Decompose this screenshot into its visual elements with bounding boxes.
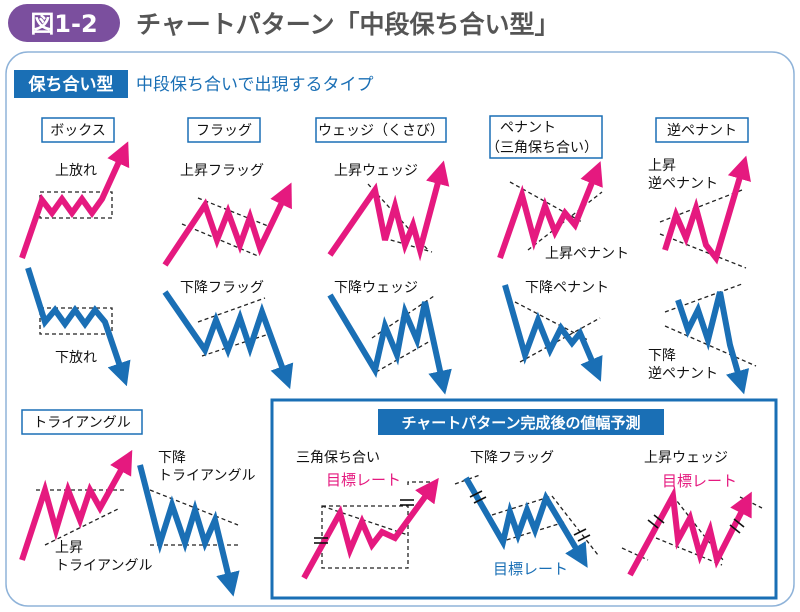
equal-mark [653, 514, 665, 524]
section-tag-label: 保ち合い型 [28, 74, 114, 95]
triangle-projection-line [301, 477, 439, 580]
breakout-up-label: 上放れ [55, 163, 97, 179]
descending-triangle-label-2: トライアングル [158, 468, 255, 484]
page-title: チャートパターン「中段保ち合い型」 [136, 10, 560, 39]
flag-projection-line [463, 476, 588, 568]
descending-triangle-label-1: 下降 [158, 450, 186, 466]
bull-flag-line [162, 182, 292, 267]
pattern-flag: フラッグ 上昇フラッグ 下降フラッグ [162, 117, 294, 390]
rising-wedge-label: 上昇ウェッジ [334, 163, 418, 179]
projection-panel: チャートパターン完成後の値幅予測 三角保ち合い 目標レート 下降フラッグ 目標レ… [270, 398, 778, 600]
rising-wedge-line [327, 160, 450, 262]
triangle-label-frame [21, 409, 143, 435]
rising-reverse-pennant-label-2: 逆ペナント [648, 176, 718, 192]
rising-reverse-pennant-label-1: 上昇 [648, 158, 676, 174]
equal-mark [473, 496, 487, 504]
wedge-label-frame [315, 117, 447, 143]
wedge-down-lower [375, 339, 433, 373]
rev-pennant-down-upper [664, 283, 743, 313]
falling-reverse-pennant-label-2: 逆ペナント [648, 366, 718, 382]
bear-flag-label: 下降フラッグ [180, 280, 264, 296]
breakout-down-label: 下放れ [55, 350, 97, 366]
wedge-projection-line [627, 486, 752, 577]
rev-pennant-down-lower [664, 325, 757, 367]
pennant-label-frame [489, 115, 603, 159]
figure-badge [8, 4, 120, 42]
section-tag [14, 70, 128, 98]
wedge-label: ウェッジ（くさび） [318, 123, 444, 139]
flag-target-guide [551, 495, 599, 556]
falling-reverse-pennant-label-1: 下降 [648, 348, 676, 364]
flag-up-upper [197, 197, 269, 227]
equal-mark [577, 534, 591, 542]
flag-lower [499, 521, 566, 543]
figure-number: 図1-2 [30, 10, 97, 38]
flag-pole-guide [454, 474, 481, 485]
equal-mark [573, 528, 587, 536]
ascending-triangle-line [19, 449, 133, 561]
pattern-reverse-pennant: 逆ペナント 上昇 逆ペナント 下降 逆ペナント [648, 117, 757, 395]
projection-title-bg [378, 409, 664, 435]
pennant-up-lower [527, 191, 603, 251]
flag-upper [491, 495, 553, 516]
flag-target-label: 目標レート [493, 560, 568, 578]
bear-pennant-line [502, 284, 603, 382]
flag-label-frame [187, 117, 261, 143]
pennant-down-lower [519, 317, 601, 363]
section-subtitle: 中段保ち合いで出現するタイプ [136, 75, 374, 95]
descending-triangle-line [137, 464, 240, 597]
equal-mark [647, 519, 659, 529]
wedge-lower [655, 537, 723, 566]
falling-reverse-pennant-line [675, 291, 750, 395]
equal-mark [729, 524, 741, 534]
box-label-frame [41, 117, 115, 143]
triangle-range [321, 505, 409, 569]
pennant-sublabel: （三角保ち合い） [486, 140, 598, 156]
bull-flag-label: 上昇フラッグ [180, 163, 264, 179]
bull-pennant-line [497, 161, 603, 259]
rising-reverse-pennant-line [662, 155, 751, 265]
falling-wedge-label: 下降ウェッジ [334, 280, 418, 296]
projection-triangle-label: 三角保ち合い [296, 450, 380, 466]
ascending-triangle-label-2: トライアングル [55, 558, 152, 574]
flag-down-upper [197, 297, 266, 323]
falling-wedge-line [327, 293, 452, 395]
bear-flag-line [162, 290, 294, 390]
pattern-wedge: ウェッジ（くさび） 上昇ウェッジ 下降ウェッジ [315, 117, 452, 395]
bear-pennant-label: 下降ペナント [525, 280, 609, 296]
rev-pennant-up-lower [659, 233, 747, 269]
ascending-triangle-label-1: 上昇 [55, 540, 83, 556]
descending-triangle-top [149, 489, 239, 526]
box-down-line [25, 267, 131, 387]
pennant-label: ペナント [500, 120, 556, 136]
equal-mark [469, 490, 483, 498]
wedge-base-guide [621, 547, 649, 561]
flag-down-lower [201, 331, 276, 357]
flag-label: フラッグ [196, 123, 252, 139]
projection-wedge-label: 上昇ウェッジ [644, 450, 728, 466]
equal-mark [733, 518, 745, 528]
triangle-upper [321, 505, 409, 536]
pattern-triangle: トライアングル 上昇 トライアングル 下降 トライアングル [19, 409, 255, 597]
triangle-target-label: 目標レート [326, 471, 401, 489]
box-up-line [19, 141, 130, 259]
wedge-target-label: 目標レート [662, 472, 737, 490]
projection-flag-label: 下降フラッグ [470, 450, 554, 466]
pattern-pennant: ペナント （三角保ち合い） 上昇ペナント 下降ペナント [486, 115, 629, 382]
content-frame [5, 51, 795, 607]
pattern-box: ボックス 上放れ 下放れ [19, 117, 131, 387]
box-label: ボックス [50, 123, 106, 139]
bull-pennant-label: 上昇ペナント [545, 246, 629, 262]
triangle-label: トライアングル [33, 415, 130, 431]
reverse-pennant-label-frame [655, 117, 749, 143]
reverse-pennant-label: 逆ペナント [667, 123, 737, 139]
projection-title: チャートパターン完成後の値幅予測 [401, 414, 640, 432]
